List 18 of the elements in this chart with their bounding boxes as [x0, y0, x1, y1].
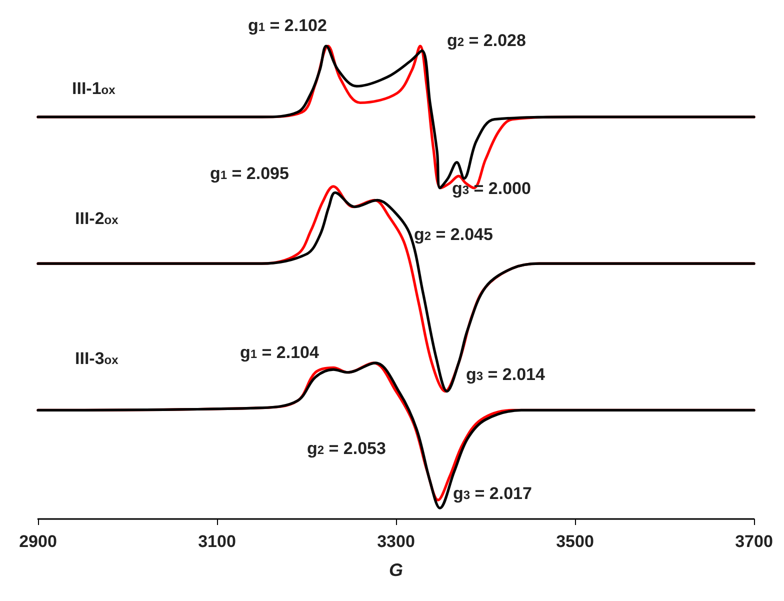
annotation: g3 = 2.000: [452, 179, 531, 198]
annotation: III-3ox: [75, 349, 119, 368]
annotation: III-1ox: [72, 79, 116, 98]
annotation: g3 = 2.017: [453, 484, 532, 503]
annotation: g2 = 2.053: [307, 439, 386, 458]
x-axis-title: G: [388, 560, 404, 580]
annotation: III-2ox: [75, 209, 119, 228]
x-tick-label: 3500: [556, 532, 594, 551]
x-tick-label: 3700: [735, 532, 773, 551]
annotation: g3 = 2.014: [466, 365, 546, 384]
annotation: g2 = 2.028: [447, 31, 526, 50]
x-tick-label: 2900: [19, 532, 57, 551]
annotation: g1 = 2.095: [210, 164, 289, 183]
text: g1 = 2.102: [248, 16, 327, 35]
x-tick-label: 3300: [377, 532, 415, 551]
annotation: g2 = 2.045: [414, 225, 493, 244]
annotation: g1 = 2.104: [240, 343, 320, 362]
x-tick-label: 3100: [198, 532, 236, 551]
